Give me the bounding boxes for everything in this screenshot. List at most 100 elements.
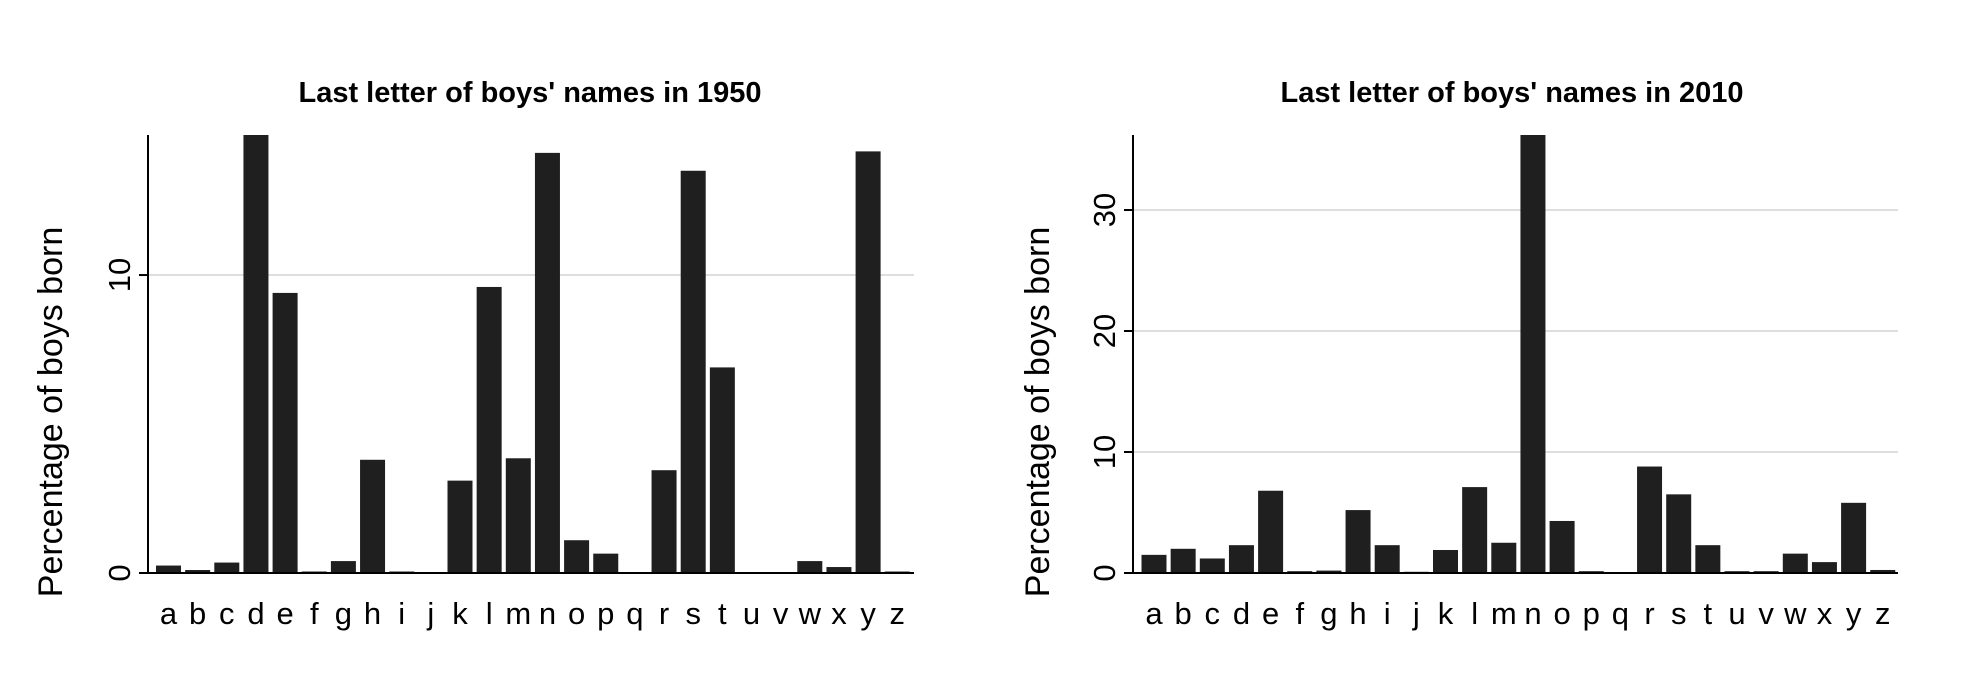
x-tick-label: e bbox=[276, 596, 293, 631]
bar-g bbox=[1316, 570, 1342, 573]
x-tick-label: m bbox=[505, 596, 531, 631]
y-tick-label: 30 bbox=[1087, 193, 1122, 227]
plot-area: 0 10 a b c d e f g h i j k l m n o p q r s t u v w x y z bbox=[102, 135, 914, 631]
bar-i bbox=[1374, 545, 1400, 573]
x-tick-label: b bbox=[189, 596, 206, 631]
x-tick-label: f bbox=[1295, 596, 1304, 631]
bar-h bbox=[1345, 510, 1371, 573]
x-tick-label: y bbox=[860, 596, 876, 631]
x-tick-label: l bbox=[486, 596, 493, 631]
chart-title: Last letter of boys' names in 2010 bbox=[1280, 77, 1743, 109]
x-tick-label: v bbox=[773, 596, 789, 631]
bar-l bbox=[476, 286, 502, 573]
x-tick-label: r bbox=[659, 596, 669, 631]
bar-x bbox=[826, 567, 852, 573]
x-tick-label: k bbox=[452, 596, 468, 631]
bar-y bbox=[1841, 502, 1867, 573]
y-tick-label: 10 bbox=[1087, 435, 1122, 469]
x-tick-label: u bbox=[1728, 596, 1745, 631]
bar-k bbox=[447, 480, 473, 573]
x-tick-label: u bbox=[743, 596, 760, 631]
x-tick-label: l bbox=[1471, 596, 1478, 631]
x-tick-label: x bbox=[831, 596, 847, 631]
x-tick-label: t bbox=[1704, 596, 1713, 631]
bar-p bbox=[593, 553, 619, 573]
x-tick-label: v bbox=[1758, 596, 1774, 631]
x-tick-label: r bbox=[1644, 596, 1654, 631]
bar-m bbox=[1491, 542, 1517, 573]
bar-b bbox=[1170, 548, 1196, 573]
chart-title: Last letter of boys' names in 1950 bbox=[298, 77, 761, 109]
x-tick-label: a bbox=[1145, 596, 1163, 631]
x-tick-label: y bbox=[1846, 596, 1862, 631]
x-tick-label: d bbox=[247, 596, 264, 631]
bar-s bbox=[1666, 494, 1692, 573]
y-axis-label: Percentage of boys born bbox=[1019, 227, 1057, 597]
x-tick-label: p bbox=[1583, 596, 1600, 631]
x-tick-label: q bbox=[1612, 596, 1629, 631]
x-tick-label: k bbox=[1438, 596, 1454, 631]
x-tick-label: z bbox=[1875, 596, 1891, 631]
bar-g bbox=[330, 561, 356, 573]
chart-2010: Last letter of boys' names in 2010 Perce… bbox=[1019, 77, 1898, 631]
x-tick-label: a bbox=[160, 596, 178, 631]
x-tick-label: b bbox=[1175, 596, 1192, 631]
x-tick-label: g bbox=[1320, 596, 1337, 631]
bar-a bbox=[156, 565, 181, 573]
bar-x bbox=[1811, 562, 1837, 573]
x-tick-label: z bbox=[890, 596, 906, 631]
y-tick-label: 10 bbox=[102, 258, 137, 292]
bar-y bbox=[855, 151, 881, 573]
x-tick-label: w bbox=[798, 596, 822, 631]
y-axis-label: Percentage of boys born bbox=[32, 227, 70, 597]
bar-s bbox=[680, 170, 706, 573]
plot-area: 0 10 20 30 a b c d e f g h i j k l m n o p q r s t u v w x y z bbox=[1087, 135, 1898, 631]
bar-e bbox=[272, 292, 298, 573]
bar-n bbox=[534, 152, 560, 573]
bar-e bbox=[1258, 490, 1284, 573]
x-tick-label: h bbox=[1349, 596, 1366, 631]
x-tick-label: i bbox=[1384, 596, 1391, 631]
bar-c bbox=[214, 562, 240, 573]
bar-h bbox=[360, 459, 386, 573]
bar-w bbox=[1782, 553, 1808, 573]
x-tick-label: h bbox=[364, 596, 381, 631]
bar-t bbox=[709, 367, 735, 573]
bar-r bbox=[1637, 466, 1663, 573]
bar-o bbox=[564, 540, 590, 573]
x-tick-label: n bbox=[539, 596, 556, 631]
x-tick-label: c bbox=[1205, 596, 1221, 631]
x-tick-label: m bbox=[1491, 596, 1517, 631]
x-tick-label: x bbox=[1817, 596, 1833, 631]
bar-z bbox=[1870, 569, 1896, 573]
bar-d bbox=[243, 135, 269, 573]
x-tick-label: d bbox=[1233, 596, 1250, 631]
bar-m bbox=[505, 458, 531, 573]
x-tick-label: c bbox=[219, 596, 235, 631]
bar-l bbox=[1462, 487, 1488, 573]
bar-c bbox=[1199, 558, 1225, 573]
x-tick-label: f bbox=[310, 596, 319, 631]
bar-b bbox=[185, 570, 211, 573]
y-tick-label: 0 bbox=[1087, 564, 1122, 581]
x-tick-label: i bbox=[398, 596, 405, 631]
x-tick-label: o bbox=[1553, 596, 1570, 631]
bar-w bbox=[797, 561, 823, 573]
y-tick-label: 20 bbox=[1087, 314, 1122, 348]
bar-a bbox=[1141, 554, 1167, 573]
x-tick-label: e bbox=[1262, 596, 1279, 631]
x-tick-label: q bbox=[626, 596, 643, 631]
bar-k bbox=[1433, 550, 1458, 573]
y-tick-label: 0 bbox=[102, 564, 137, 581]
x-tick-label: g bbox=[335, 596, 352, 631]
x-tick-label: j bbox=[1412, 596, 1420, 631]
chart-1950: Last letter of boys' names in 1950 Perce… bbox=[32, 77, 914, 631]
x-tick-label: t bbox=[718, 596, 727, 631]
x-tick-label: s bbox=[685, 596, 701, 631]
bar-r bbox=[651, 470, 677, 573]
bar-o bbox=[1549, 520, 1575, 573]
x-tick-label: o bbox=[568, 596, 585, 631]
x-tick-label: s bbox=[1671, 596, 1687, 631]
x-tick-label: j bbox=[426, 596, 434, 631]
